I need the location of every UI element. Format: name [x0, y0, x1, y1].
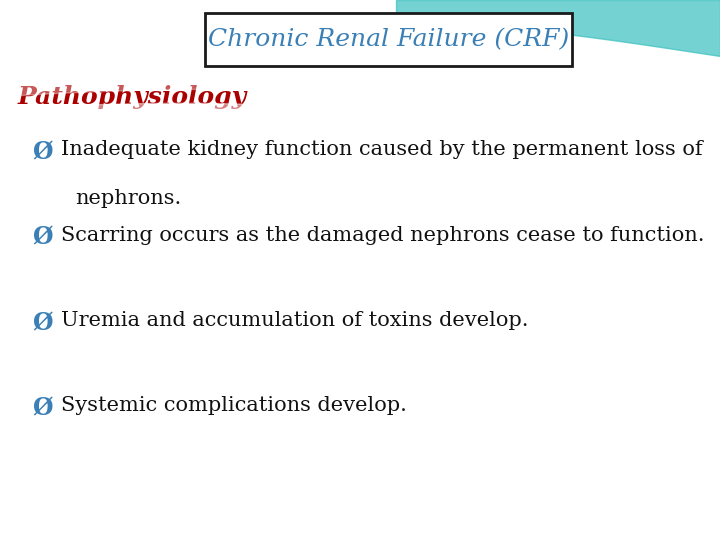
Text: nephrons.: nephrons. [76, 189, 182, 208]
Text: Ø: Ø [32, 311, 53, 335]
Text: Ø: Ø [32, 140, 53, 164]
Text: Systemic complications develop.: Systemic complications develop. [61, 396, 407, 415]
Text: Ø: Ø [32, 396, 53, 420]
FancyBboxPatch shape [205, 13, 572, 66]
Text: Chronic Renal Failure (CRF): Chronic Renal Failure (CRF) [208, 28, 570, 51]
Text: Scarring occurs as the damaged nephrons cease to function.: Scarring occurs as the damaged nephrons … [61, 226, 705, 245]
Text: Pathophysiology: Pathophysiology [18, 85, 247, 109]
Text: Uremia and accumulation of toxins develop.: Uremia and accumulation of toxins develo… [61, 311, 528, 330]
Text: Ø: Ø [32, 226, 53, 249]
Text: Inadequate kidney function caused by the permanent loss of: Inadequate kidney function caused by the… [61, 140, 703, 159]
